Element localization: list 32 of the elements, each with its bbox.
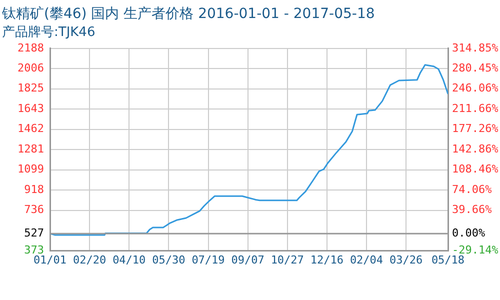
y2-tick-label: 314.85% <box>452 41 499 54</box>
x-tick-label: 04/10 <box>112 253 146 266</box>
y2-tick-label: 142.86% <box>452 142 499 156</box>
x-tick-label: 10/27 <box>270 253 304 266</box>
y-tick-label: 1825 <box>18 82 44 95</box>
y-tick-label: 2188 <box>18 41 44 54</box>
x-tick-label: 07/19 <box>192 253 225 266</box>
x-tick-label: 02/04 <box>350 253 384 266</box>
y2-tick-label: 108.46% <box>452 162 499 176</box>
y-tick-label: 527 <box>24 226 44 240</box>
y-tick-label: 736 <box>24 203 44 216</box>
chart-subtitle: 产品牌号:TJK46 <box>2 24 96 40</box>
x-tick-label: 02/20 <box>73 253 106 266</box>
y-tick-label: 1099 <box>18 162 44 176</box>
chart-title: 钛精矿(攀46) 国内 生产者价格 2016-01-01 - 2017-05-18 <box>1 6 375 22</box>
y2-tick-label: 0.00% <box>452 226 486 240</box>
y2-tick-label: 280.45% <box>452 62 499 74</box>
y2-tick-label: 39.66% <box>452 203 492 216</box>
y2-tick-label: 246.06% <box>452 82 499 95</box>
y-tick-label: 2006 <box>18 62 44 75</box>
x-tick-label: 09/07 <box>231 253 264 266</box>
y2-tick-label: 211.66% <box>452 102 499 115</box>
y-tick-label: 1643 <box>18 102 44 116</box>
x-tick-label: 03/26 <box>390 253 423 266</box>
y-tick-label: 1281 <box>18 142 44 156</box>
x-tick-label: 05/18 <box>431 253 465 266</box>
x-tick-label: 05/30 <box>152 253 186 266</box>
y-tick-label: 1462 <box>18 122 44 136</box>
y2-tick-label: 177.26% <box>452 122 499 136</box>
y2-tick-label: 74.06% <box>452 182 492 196</box>
y-tick-label: 918 <box>24 182 44 196</box>
x-tick-label: 12/16 <box>310 253 344 266</box>
